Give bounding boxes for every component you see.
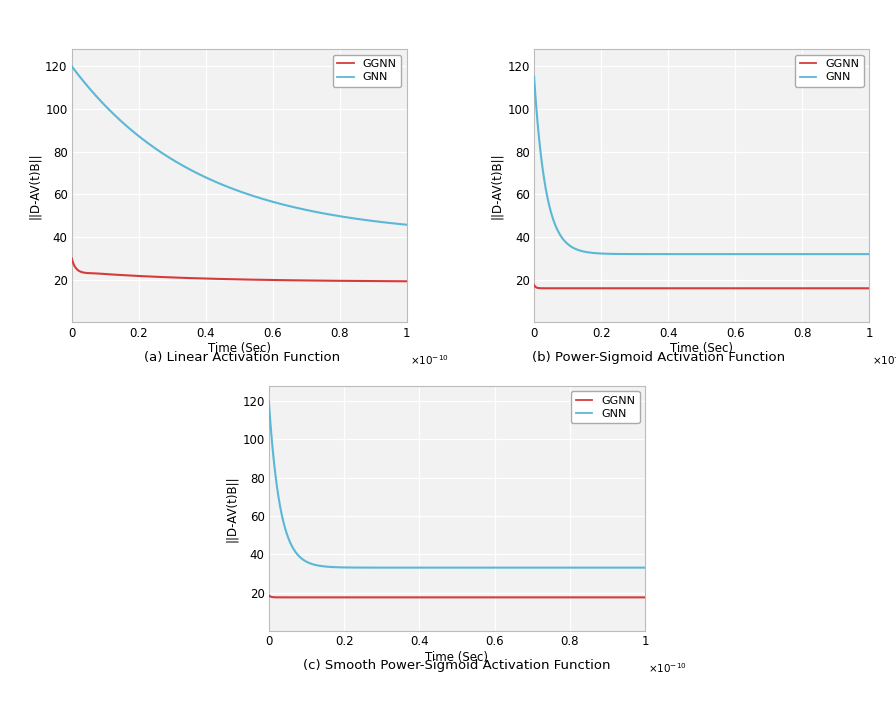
- X-axis label: Time (Sec): Time (Sec): [208, 342, 271, 355]
- Legend: GGNN, GNN: GGNN, GNN: [795, 55, 864, 87]
- Text: $\times10^{-10}$: $\times10^{-10}$: [409, 353, 448, 367]
- Text: (c) Smooth Power-Sigmoid Activation Function: (c) Smooth Power-Sigmoid Activation Func…: [303, 659, 611, 672]
- Text: $\times10^{-10}$: $\times10^{-10}$: [648, 662, 686, 675]
- Text: (b) Power-Sigmoid Activation Function: (b) Power-Sigmoid Activation Function: [532, 350, 785, 364]
- X-axis label: Time (Sec): Time (Sec): [670, 342, 733, 355]
- Text: (a) Linear Activation Function: (a) Linear Activation Function: [144, 350, 340, 364]
- Y-axis label: ||D-AV(t)B||: ||D-AV(t)B||: [28, 152, 41, 219]
- X-axis label: Time (Sec): Time (Sec): [426, 651, 488, 664]
- Legend: GGNN, GNN: GGNN, GNN: [571, 391, 640, 423]
- Y-axis label: ||D-AV(t)B||: ||D-AV(t)B||: [490, 152, 504, 219]
- Text: $\times10^{-10}$: $\times10^{-10}$: [872, 353, 896, 367]
- Legend: GGNN, GNN: GGNN, GNN: [332, 55, 401, 87]
- Y-axis label: ||D-AV(t)B||: ||D-AV(t)B||: [225, 475, 238, 542]
